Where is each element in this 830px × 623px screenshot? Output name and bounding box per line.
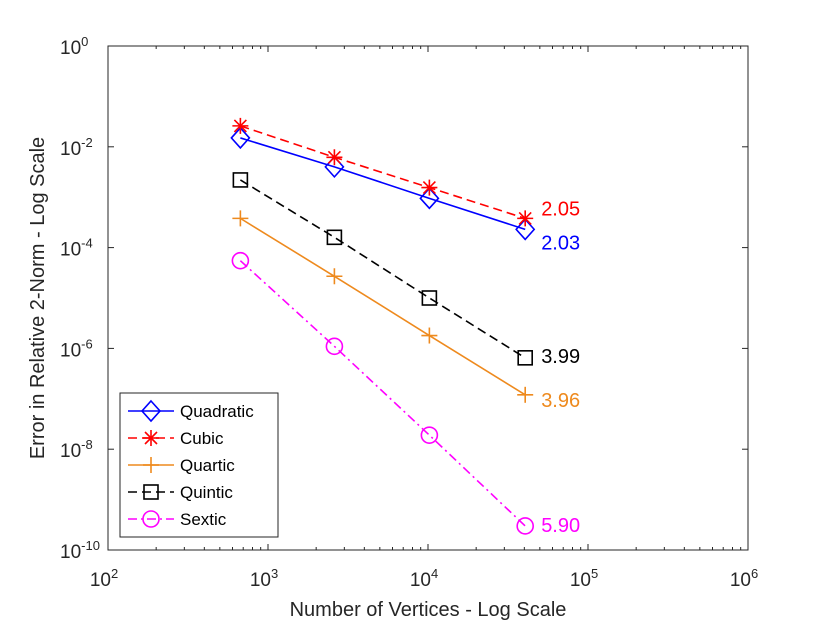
x-tick-label: 102 — [90, 566, 118, 591]
legend-label-quadratic: Quadratic — [180, 402, 254, 421]
data-point-sextic — [420, 426, 439, 444]
data-point-cubic — [517, 210, 534, 227]
legend-marker-quintic — [143, 484, 159, 500]
data-point-quadratic — [230, 126, 251, 150]
data-point-quartic — [326, 268, 343, 285]
data-point-quadratic — [515, 218, 536, 241]
y-tick-label: 10-8 — [60, 437, 93, 462]
data-point-cubic — [421, 179, 438, 196]
series-line-quadratic — [240, 137, 526, 231]
x-axis-label: Number of Vertices - Log Scale — [290, 599, 567, 621]
legend-marker-quadratic — [140, 399, 162, 423]
x-tick-label: 105 — [570, 566, 598, 591]
rate-label-quintic: 3.99 — [541, 346, 580, 368]
legend-marker-quartic — [143, 457, 159, 473]
x-tick-label: 106 — [730, 566, 758, 591]
legend-marker-cubic — [143, 430, 159, 446]
series-line-quartic — [239, 217, 526, 396]
series-line-cubic — [240, 125, 526, 220]
data-point-quadratic — [419, 187, 440, 210]
legend-label-quintic: Quintic — [180, 483, 233, 502]
data-point-cubic — [232, 117, 249, 134]
data-point-cubic — [326, 149, 343, 166]
y-tick-label: 10-4 — [60, 236, 93, 261]
rate-label-quadratic: 2.03 — [541, 232, 580, 254]
y-tick-label: 10-10 — [60, 538, 100, 563]
axis-ticks: 102 103 104 105 106 100 10-2 10-4 10-6 10-8 10-10 — [60, 34, 758, 591]
data-point-sextic — [231, 251, 250, 270]
data-point-quintic — [326, 229, 343, 246]
data-point-quartic — [232, 210, 249, 227]
rate-label-quartic: 3.96 — [541, 390, 580, 412]
data-point-quadratic — [324, 155, 345, 179]
data-point-quintic — [232, 172, 249, 188]
x-tick-label: 104 — [410, 566, 438, 591]
legend-label-sextic: Sextic — [180, 510, 227, 529]
y-tick-label: 10-6 — [60, 336, 93, 361]
x-tick-label: 103 — [250, 566, 278, 591]
data-point-quintic — [421, 290, 438, 306]
y-axis-label: Error in Relative 2-Norm - Log Scale — [27, 137, 49, 459]
data-point-sextic — [516, 517, 534, 535]
data-point-quartic — [421, 327, 438, 344]
legend: Quadratic Cubic Quartic Quintic Sextic — [119, 392, 279, 538]
rate-label-sextic: 5.90 — [541, 515, 580, 537]
y-tick-label: 10-2 — [60, 135, 93, 160]
series-layer — [230, 117, 536, 535]
y-tick-label: 100 — [60, 34, 88, 59]
data-point-sextic — [325, 337, 344, 356]
legend-label-cubic: Cubic — [180, 429, 224, 448]
data-point-quartic — [517, 386, 534, 403]
series-line-sextic — [239, 260, 526, 527]
legend-marker-sextic — [142, 510, 160, 528]
data-point-quintic — [517, 350, 533, 366]
rate-label-cubic: 2.05 — [541, 198, 580, 220]
rate-labels: 2.03 2.05 3.96 3.99 5.90 — [541, 198, 580, 537]
legend-label-quartic: Quartic — [180, 456, 235, 475]
